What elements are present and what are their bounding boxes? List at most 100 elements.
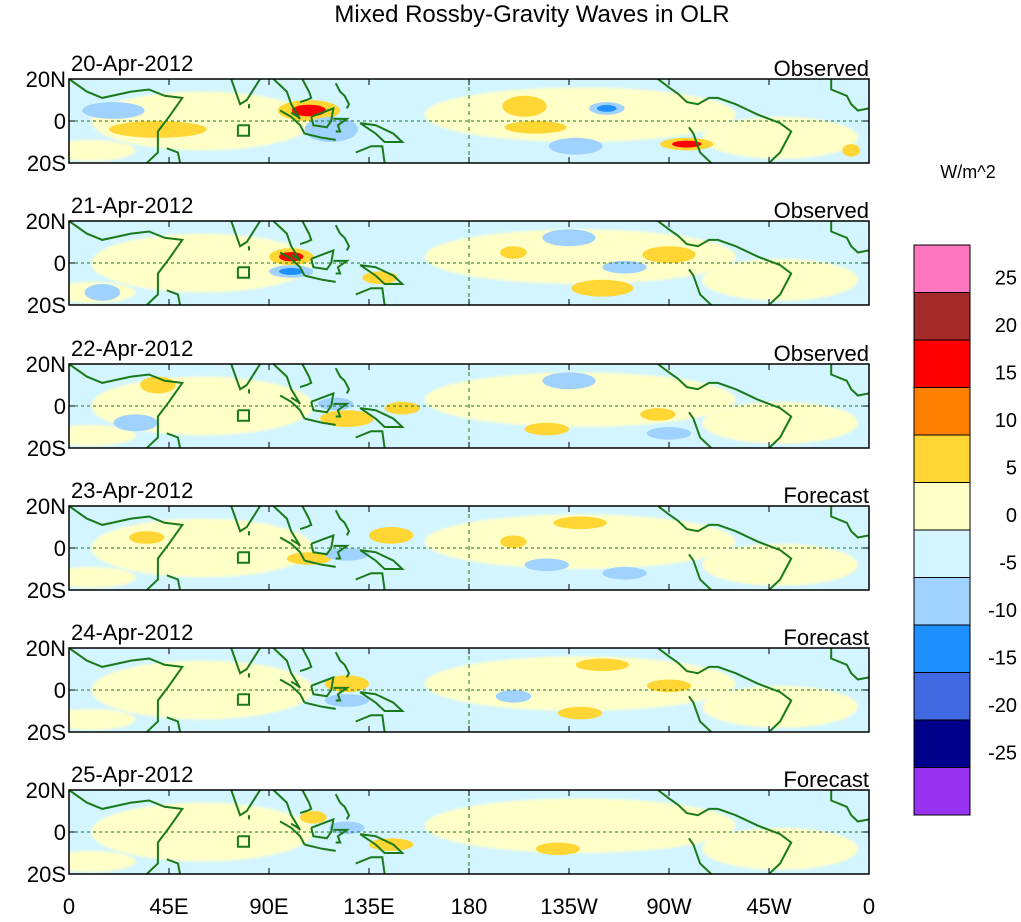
colorbar-level-label: -5 (999, 553, 1017, 575)
coastline (299, 221, 313, 246)
colorbar-level-label: -25 (988, 743, 1017, 765)
coastline (830, 79, 869, 112)
coastline (166, 858, 182, 874)
y-tick-label: 20S (27, 436, 66, 461)
positive-band (424, 87, 736, 142)
coastline (355, 287, 386, 305)
colorbar-level-label: 15 (995, 363, 1017, 385)
y-tick-label: 20S (27, 720, 66, 745)
positive-band (69, 850, 136, 872)
coastline (304, 701, 336, 710)
positive-band (424, 514, 736, 569)
coastline (333, 117, 350, 133)
coastline (166, 432, 182, 448)
anomaly-contour (557, 706, 603, 720)
coastline (334, 224, 351, 251)
anomaly-contour (109, 120, 207, 138)
x-tick-label: 90W (646, 894, 691, 919)
y-tick-label: 0 (54, 394, 66, 419)
coastline (279, 109, 306, 135)
anomaly-contour (502, 95, 547, 117)
coastline (657, 648, 793, 732)
chart-title: Mixed Rossby-Gravity Waves in OLR (334, 1, 729, 28)
coastline (166, 289, 182, 305)
coastline (236, 124, 250, 137)
anomaly-contour (535, 842, 581, 856)
anomaly-core (672, 140, 702, 148)
coastline (333, 402, 350, 418)
panel-date: 25-Apr-2012 (71, 762, 193, 787)
anomaly-contour (300, 811, 327, 824)
coastline (304, 274, 336, 283)
coastline (166, 574, 182, 590)
anomaly-core (597, 104, 617, 112)
anomaly-contour (113, 414, 158, 432)
panel-date: 20-Apr-2012 (71, 51, 193, 76)
panel-status: Observed (774, 341, 869, 366)
coastline (299, 506, 313, 531)
colorbar-units-label: W/m^2 (940, 162, 995, 182)
panel-3: 20N 0 20S 22-Apr-2012 Observed (26, 336, 870, 461)
coastline (272, 648, 301, 689)
coastline (272, 790, 301, 831)
coastline (657, 364, 793, 448)
coastline (657, 506, 793, 590)
colorbar-swatch (913, 719, 971, 768)
anomaly-contour (500, 246, 527, 259)
coastline (272, 364, 301, 405)
panel-5: 20N 0 20S 24-Apr-2012 Forecast (26, 620, 870, 745)
anomaly-contour (362, 271, 398, 285)
coastline (355, 714, 386, 732)
y-tick-label: 0 (54, 820, 66, 845)
positive-band (702, 116, 858, 159)
coastline (688, 695, 712, 732)
x-tick-label: 0 (63, 894, 75, 919)
coastline (657, 79, 793, 163)
anomaly-contour (324, 548, 369, 561)
y-tick-label: 20N (26, 636, 66, 661)
coastline (310, 533, 335, 556)
colorbar-level-label: -15 (988, 648, 1017, 670)
y-tick-label: 0 (54, 536, 66, 561)
coastline (69, 364, 185, 448)
coastline (304, 843, 336, 852)
coastline (359, 407, 405, 428)
coastline (230, 648, 261, 675)
colorbar-level-label: 10 (995, 410, 1017, 432)
anomaly-contour (384, 401, 421, 415)
panel-body (69, 648, 869, 732)
anomaly-contour (495, 690, 532, 703)
coastline (359, 122, 405, 143)
coastline (299, 79, 313, 104)
colorbar-swatch (913, 767, 971, 816)
anomaly-contour (640, 408, 676, 421)
coastline (304, 132, 336, 141)
coastline (69, 221, 185, 305)
coastline (310, 106, 335, 129)
coastline (334, 82, 351, 109)
colorbar-swatch (913, 292, 971, 341)
coastline (69, 648, 185, 732)
panel-body (69, 221, 869, 305)
colorbar-level-label: 20 (995, 315, 1017, 337)
colorbar-swatch (913, 434, 971, 483)
y-tick-label: 0 (54, 109, 66, 134)
coastline (230, 506, 261, 533)
coastline (830, 221, 869, 254)
y-tick-label: 20S (27, 578, 66, 603)
positive-band (702, 685, 858, 728)
coastline (333, 544, 350, 560)
coastline (69, 790, 185, 874)
coastline (279, 820, 306, 846)
colorbar-swatch (913, 672, 971, 721)
coastline (299, 364, 313, 389)
positive-band (424, 229, 736, 284)
anomaly-contour (646, 679, 692, 693)
anomaly-contour (524, 558, 569, 572)
coastline (69, 506, 185, 590)
panel-status: Forecast (783, 483, 869, 508)
coastline (830, 506, 869, 539)
coastline (688, 553, 712, 590)
